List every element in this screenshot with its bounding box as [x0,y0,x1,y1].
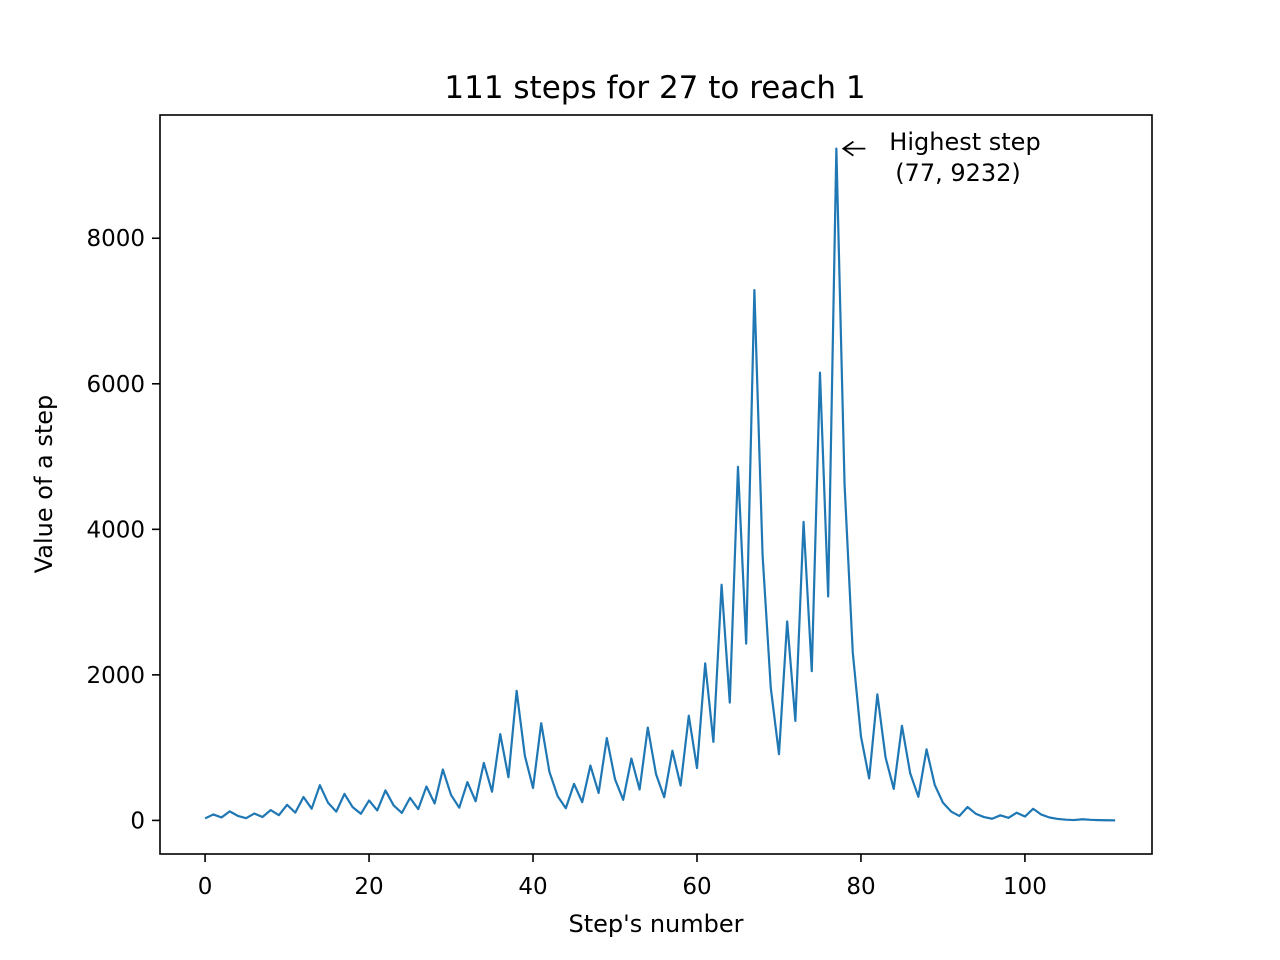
x-tick-label: 100 [1003,874,1047,900]
x-tick-label: 60 [682,874,711,900]
series-line-0 [204,147,1116,822]
peak-annotation: Highest step (77, 9232) [841,128,1041,187]
axes-frame [159,114,1153,855]
y-tick-label: 8000 [86,226,145,252]
y-tick-label: 2000 [86,663,145,689]
y-axis-ticks: 0 2000 4000 6000 8000 [86,226,160,834]
annotation-arrow-head [841,140,854,157]
x-tick-label: 80 [846,874,875,900]
annotation-line-1: Highest step [889,128,1040,156]
y-tick-label: 0 [130,808,145,834]
y-tick-label: 4000 [86,517,145,543]
plot-area [204,147,1116,822]
chart-title: 111 steps for 27 to reach 1 [444,70,865,106]
x-axis-ticks: 0 20 40 60 80 100 [198,854,1047,900]
x-tick-label: 0 [198,874,213,900]
x-axis-label: Step's number [568,910,743,938]
y-tick-label: 6000 [86,372,145,398]
x-tick-label: 20 [354,874,383,900]
x-tick-label: 40 [518,874,547,900]
annotation-line-2: (77, 9232) [895,159,1021,187]
y-axis-label: Value of a step [30,395,58,574]
